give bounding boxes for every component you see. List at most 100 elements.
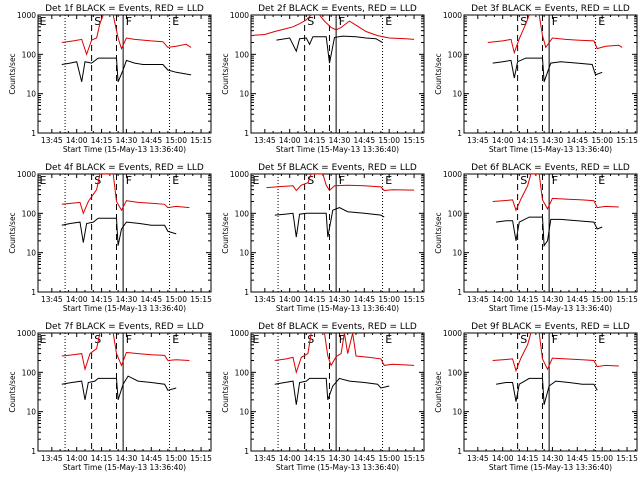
x-tick-label: 14:45 <box>353 454 375 463</box>
y-tick-label: 1 <box>244 447 249 456</box>
x-tick-label: 15:15 <box>403 454 425 463</box>
x-tick-label: 13:45 <box>41 136 63 145</box>
x-tick-label: 14:15 <box>91 136 113 145</box>
panel-title: Det 6f BLACK = Events, RED = LLD <box>471 163 630 173</box>
region-label-s: S <box>520 333 527 346</box>
x-tick-label: 14:15 <box>91 295 113 304</box>
x-tick-label: 14:45 <box>353 295 375 304</box>
x-tick-label: 14:00 <box>492 136 514 145</box>
x-tick-label: 15:00 <box>165 136 187 145</box>
y-tick-label: 1 <box>31 129 36 138</box>
x-tick-label: 14:30 <box>542 454 564 463</box>
x-tick-label: 15:15 <box>616 136 638 145</box>
x-tick-label: 14:30 <box>329 136 351 145</box>
x-axis-label: Start Time (15-May-13 13:36:40) <box>489 463 612 472</box>
y-tick-label: 10 <box>452 249 462 258</box>
x-tick-label: 15:15 <box>616 295 638 304</box>
x-tick-label: 14:00 <box>492 454 514 463</box>
series-lld <box>492 333 619 373</box>
region-label-e: E <box>598 15 605 28</box>
y-tick-label: 1000 <box>230 11 249 20</box>
y-tick-label: 1 <box>244 288 249 297</box>
panel-title: Det 3f BLACK = Events, RED = LLD <box>471 4 630 14</box>
series-lld <box>492 174 619 212</box>
y-tick-label: 100 <box>448 368 463 377</box>
y-tick-label: 1000 <box>230 170 249 179</box>
y-tick-label: 1000 <box>230 329 249 338</box>
series-lld <box>61 333 190 372</box>
region-label-f: F <box>126 15 132 28</box>
x-tick-label: 13:45 <box>467 454 489 463</box>
x-tick-label: 14:30 <box>542 295 564 304</box>
panel-title: Det 9f BLACK = Events, RED = LLD <box>471 322 630 332</box>
plot-frame <box>37 173 212 293</box>
plot-frame <box>463 332 638 452</box>
y-tick-label: 10 <box>239 408 249 417</box>
region-label-f: F <box>339 333 345 346</box>
region-label-s: S <box>307 15 314 28</box>
series-events <box>496 216 603 248</box>
region-label-f: F <box>552 333 558 346</box>
y-tick-label: 10 <box>452 90 462 99</box>
x-tick-label: 14:30 <box>116 295 138 304</box>
y-tick-label: 100 <box>22 50 37 59</box>
y-tick-label: 1000 <box>443 170 462 179</box>
x-tick-label: 14:15 <box>304 136 326 145</box>
y-axis-label: Counts/sec <box>221 371 230 412</box>
x-tick-label: 14:30 <box>329 295 351 304</box>
y-tick-label: 10 <box>239 90 249 99</box>
series-lld <box>251 15 415 40</box>
series-events <box>61 57 192 82</box>
region-label-s: S <box>520 174 527 187</box>
x-tick-label: 13:45 <box>254 295 276 304</box>
series-events <box>274 207 385 238</box>
y-tick-label: 1 <box>457 129 462 138</box>
x-tick-label: 14:15 <box>304 295 326 304</box>
x-tick-label: 13:45 <box>41 454 63 463</box>
x-tick-label: 14:45 <box>140 136 162 145</box>
y-tick-label: 1000 <box>443 11 462 20</box>
plot-frame <box>250 332 425 452</box>
x-tick-label: 14:30 <box>116 136 138 145</box>
panel-title: Det 4f BLACK = Events, RED = LLD <box>45 163 204 173</box>
x-tick-label: 13:45 <box>467 136 489 145</box>
y-axis-label: Counts/sec <box>434 53 443 94</box>
x-tick-label: 15:15 <box>190 454 212 463</box>
x-axis-label: Start Time (15-May-13 13:36:40) <box>489 304 612 313</box>
series-lld <box>274 333 415 375</box>
x-tick-label: 13:45 <box>254 136 276 145</box>
series-lld <box>487 15 623 55</box>
region-label-f: F <box>339 174 345 187</box>
region-label-e: E <box>598 333 605 346</box>
plot-frame <box>37 14 212 134</box>
series-lld <box>61 15 192 56</box>
region-label-s: S <box>307 333 314 346</box>
x-tick-label: 14:15 <box>91 454 113 463</box>
x-tick-label: 15:00 <box>165 295 187 304</box>
x-tick-label: 15:00 <box>591 136 613 145</box>
x-tick-label: 14:30 <box>329 454 351 463</box>
series-events <box>276 35 383 64</box>
region-label-e: E <box>40 15 47 28</box>
y-tick-label: 1000 <box>17 329 36 338</box>
region-label-e: E <box>172 15 179 28</box>
y-tick-label: 10 <box>26 90 36 99</box>
y-axis-label: Counts/sec <box>8 53 17 94</box>
plot-frame <box>250 14 425 134</box>
x-tick-label: 15:00 <box>378 136 400 145</box>
region-label-e: E <box>40 174 47 187</box>
region-label-s: S <box>94 333 101 346</box>
x-axis-label: Start Time (15-May-13 13:36:40) <box>489 145 612 154</box>
region-label-f: F <box>552 15 558 28</box>
panel-title: Det 1f BLACK = Events, RED = LLD <box>45 4 204 14</box>
region-label-e: E <box>172 333 179 346</box>
x-tick-label: 15:15 <box>190 295 212 304</box>
x-axis-label: Start Time (15-May-13 13:36:40) <box>276 145 399 154</box>
panel-title: Det 2f BLACK = Events, RED = LLD <box>258 4 417 14</box>
x-tick-label: 14:00 <box>66 295 88 304</box>
y-tick-label: 10 <box>239 249 249 258</box>
